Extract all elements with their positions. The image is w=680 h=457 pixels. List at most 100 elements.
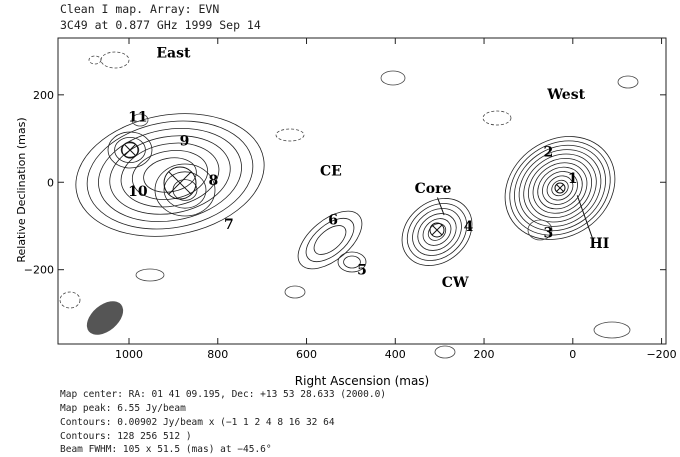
component-label-5: 5 [357, 263, 367, 279]
minor-contour [434, 345, 456, 359]
contour-line [337, 251, 367, 273]
component-label-7: 7 [224, 217, 234, 233]
contour-line [417, 213, 457, 251]
y-tick-label: −200 [24, 264, 54, 277]
contour-line [514, 144, 606, 232]
x-tick-label: −200 [646, 348, 676, 361]
x-tick-label: 0 [569, 348, 576, 361]
region-label-hi: HI [590, 236, 610, 252]
footer-map-center: Map center: RA: 01 41 09.195, Dec: +13 5… [60, 389, 387, 400]
axis-ticks: 1000 800 600 400 200 0 −200 200 0 −200 [24, 38, 677, 361]
region-label-core: Core [415, 181, 452, 197]
component-markers [121, 141, 594, 240]
component-label-8: 8 [208, 173, 218, 189]
component-label-10: 10 [128, 184, 148, 200]
minor-contour [284, 285, 306, 299]
component-label-2: 2 [544, 145, 554, 161]
component-label-3: 3 [544, 226, 554, 242]
component-label-4: 4 [464, 219, 474, 235]
footer-map-peak: Map peak: 6.55 Jy/beam [60, 403, 186, 414]
contour-line [401, 198, 473, 266]
minor-contour [275, 128, 305, 142]
contour-line [528, 157, 592, 219]
x-tick-label: 1000 [115, 348, 143, 361]
contour-lines [59, 51, 639, 359]
contour-line [518, 149, 602, 227]
contour-line [532, 162, 588, 214]
plot-frame [57, 37, 667, 345]
minor-contour [527, 219, 553, 241]
x-axis-label: Right Ascension (mas) [295, 374, 429, 388]
footer-beam: Beam FWHM: 105 x 51.5 (mas) at −45.6° [60, 444, 272, 455]
contour-line [509, 140, 611, 236]
y-tick-label: 0 [47, 176, 54, 189]
contour-line [412, 208, 462, 256]
minor-contour [380, 70, 406, 86]
contour-line [551, 179, 569, 197]
x-tick-label: 800 [207, 348, 228, 361]
map-subtitle: 3C49 at 0.877 GHz 1999 Sep 14 [60, 18, 261, 32]
component-label-6: 6 [328, 212, 338, 228]
peak-marker [121, 141, 139, 159]
peak-marker [554, 182, 566, 194]
contour-line [120, 142, 220, 208]
region-label-east: East [156, 46, 191, 62]
contour-line [313, 225, 347, 255]
component-label-9: 9 [180, 134, 190, 150]
x-tick-label: 600 [296, 348, 317, 361]
peak-marker-cross [124, 144, 136, 156]
component-label-1: 1 [568, 171, 578, 187]
peak-marker [429, 222, 445, 238]
contour-line [546, 175, 574, 201]
map-title: Clean I map. Array: EVN [60, 2, 220, 16]
minor-contour [617, 75, 639, 89]
contour-line [523, 153, 597, 223]
region-label-ce: CE [320, 164, 342, 180]
contour-line [120, 142, 140, 158]
contour-line [172, 179, 198, 201]
minor-contour [59, 291, 81, 309]
hi-pointer [576, 195, 594, 240]
y-tick-label: 200 [33, 89, 54, 102]
peak-marker-cross [168, 171, 192, 195]
contour-line [422, 218, 452, 246]
beam-ellipse [86, 301, 124, 335]
region-label-west: West [546, 87, 585, 103]
contour-line [114, 136, 146, 163]
footer-contours-2: Contours: 128 256 512 ) [60, 431, 192, 442]
footer-contours-1: Contours: 0.00902 Jy/beam x (−1 1 2 4 8 … [60, 417, 335, 428]
contour-line [75, 113, 265, 237]
contour-line [109, 135, 231, 215]
peak-marker [163, 166, 197, 200]
contour-line [343, 255, 361, 269]
contour-line [504, 136, 616, 240]
minor-contour [482, 110, 512, 126]
contour-line [98, 127, 242, 223]
contour-line [427, 223, 447, 241]
minor-contour [131, 113, 149, 127]
contour-line [542, 171, 578, 205]
minor-contour [135, 268, 165, 282]
core-pointer [436, 197, 445, 216]
contour-line [131, 150, 209, 200]
peak-marker-cross [431, 224, 443, 236]
y-axis-label: Relative Declination (mas) [15, 117, 28, 262]
contour-line [154, 163, 216, 217]
contour-line [406, 203, 468, 261]
contour-line [537, 166, 583, 210]
peak-marker-cross [556, 184, 564, 192]
contour-line [107, 131, 153, 169]
component-labels: 12 3 4 5 6 7 8 9 10 11 East West CE CW Core HI [128, 46, 609, 291]
minor-contour [100, 51, 130, 69]
contour-line [143, 157, 197, 193]
region-label-cw: CW [442, 275, 469, 291]
component-label-11: 11 [128, 110, 147, 126]
x-tick-label: 400 [385, 348, 406, 361]
contour-line [163, 171, 207, 209]
minor-contour [593, 321, 631, 339]
minor-contour [88, 55, 102, 65]
contour-line [305, 217, 355, 263]
x-tick-label: 200 [474, 348, 495, 361]
contour-line [297, 210, 363, 270]
